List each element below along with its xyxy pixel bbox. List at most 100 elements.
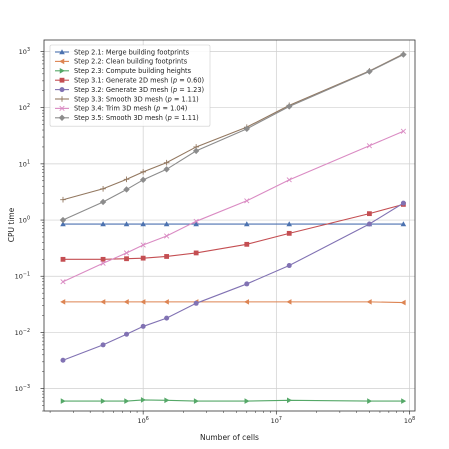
x-tick-label: 106 xyxy=(137,416,148,425)
data-point xyxy=(124,331,130,337)
data-point xyxy=(60,279,66,285)
x-axis-title: Number of cells xyxy=(200,433,259,442)
data-point xyxy=(193,218,199,224)
data-point xyxy=(163,233,170,239)
legend-marker xyxy=(59,58,65,65)
data-point xyxy=(286,230,292,236)
data-point xyxy=(193,250,199,256)
data-point xyxy=(100,221,106,227)
legend-label: Step 3.5: Smooth 3D mesh (p = 1.11) xyxy=(74,114,199,122)
data-point xyxy=(163,166,170,173)
data-point xyxy=(163,299,169,305)
legend-label: Step 2.2: Clean building footprints xyxy=(74,58,188,66)
data-point xyxy=(244,198,250,204)
data-point xyxy=(124,398,130,404)
data-point xyxy=(163,221,170,227)
data-point xyxy=(192,147,200,155)
data-point xyxy=(400,299,406,306)
data-point xyxy=(140,255,146,261)
data-point xyxy=(193,221,199,227)
data-point xyxy=(193,300,199,306)
data-point xyxy=(163,159,170,166)
data-point xyxy=(244,398,250,404)
legend-label: Step 2.1: Merge building footprints xyxy=(74,48,190,56)
data-point xyxy=(140,169,146,175)
data-point xyxy=(286,397,293,404)
y-tick-label: 103 xyxy=(19,47,30,56)
data-point xyxy=(100,260,106,266)
legend-label: Step 3.4: Trim 3D mesh (p = 1.04) xyxy=(74,105,187,113)
data-point xyxy=(400,221,407,227)
data-point xyxy=(100,185,106,192)
data-point xyxy=(100,256,106,262)
data-point xyxy=(123,250,130,256)
data-point xyxy=(60,299,66,305)
data-point xyxy=(400,200,406,206)
data-point xyxy=(164,254,170,259)
legend-item: Step 3.5: Smooth 3D mesh (p = 1.11) xyxy=(55,114,199,122)
series-8 xyxy=(59,51,407,224)
legend-item: Step 2.2: Clean building footprints xyxy=(55,58,188,66)
data-point xyxy=(59,216,67,224)
data-point xyxy=(99,198,107,206)
legend-item: Step 3.3: Smooth 3D mesh (p = 1.11) xyxy=(55,95,199,103)
data-point xyxy=(60,221,66,227)
data-point xyxy=(244,281,250,287)
data-point xyxy=(123,186,130,193)
y-tick-label: 101 xyxy=(19,159,30,168)
series-4 xyxy=(60,201,406,262)
legend-label: Step 3.1: Generate 2D mesh (p = 0.60) xyxy=(74,77,204,85)
data-point xyxy=(123,221,130,227)
series-line xyxy=(63,203,404,260)
legend-marker xyxy=(59,96,65,102)
legend-marker xyxy=(59,87,65,93)
data-point xyxy=(60,256,66,262)
legend-marker xyxy=(59,68,65,74)
legend-marker xyxy=(58,114,66,121)
data-point xyxy=(123,176,130,183)
legend-item: Step 2.1: Merge building footprints xyxy=(55,48,190,56)
x-tick-label: 108 xyxy=(404,416,415,425)
y-tick-label: 102 xyxy=(19,103,30,112)
y-tick-label: 10−3 xyxy=(15,384,30,393)
x-tick-label: 107 xyxy=(271,416,282,425)
data-point xyxy=(366,143,373,149)
data-point xyxy=(366,299,372,305)
legend: Step 2.1: Merge building footprints Step … xyxy=(49,44,211,127)
series-layer xyxy=(59,51,407,404)
data-point xyxy=(400,51,407,58)
y-tick-label: 10−2 xyxy=(15,328,30,337)
legend-item: Step 3.4: Trim 3D mesh (p = 1.04) xyxy=(55,105,187,113)
data-point xyxy=(60,357,66,363)
data-point xyxy=(164,397,170,404)
data-point xyxy=(286,263,292,269)
series-line xyxy=(63,301,404,304)
series-3 xyxy=(60,397,407,404)
data-point xyxy=(286,103,293,110)
series-line xyxy=(62,54,404,221)
legend-item: Step 3.1: Generate 2D mesh (p = 0.60) xyxy=(55,77,204,85)
data-point xyxy=(401,398,407,404)
series-line xyxy=(62,130,404,283)
data-point xyxy=(243,299,250,305)
data-point xyxy=(244,241,250,247)
data-point xyxy=(367,398,373,404)
legend-item: Step 3.2: Generate 3D mesh (p = 1.23) xyxy=(55,86,204,94)
data-point xyxy=(367,211,372,217)
data-point xyxy=(286,221,293,227)
legend-label: Step 2.3: Compute building heights xyxy=(74,67,192,75)
data-point xyxy=(243,221,250,227)
data-point xyxy=(193,398,199,404)
y-tick-label: 100 xyxy=(19,216,30,225)
data-point xyxy=(123,299,129,305)
legend-marker xyxy=(59,49,65,55)
y-tick-label: 10−1 xyxy=(15,272,30,281)
legend-box xyxy=(49,44,211,127)
ticks: 106 107 108 10−3 10−2 10−1 100 101 102 103 xyxy=(15,47,416,425)
legend-item: Step 2.3: Compute building heights xyxy=(55,67,192,75)
data-point xyxy=(100,342,106,348)
series-7 xyxy=(60,128,407,285)
data-point xyxy=(286,299,292,305)
data-point xyxy=(140,299,146,305)
